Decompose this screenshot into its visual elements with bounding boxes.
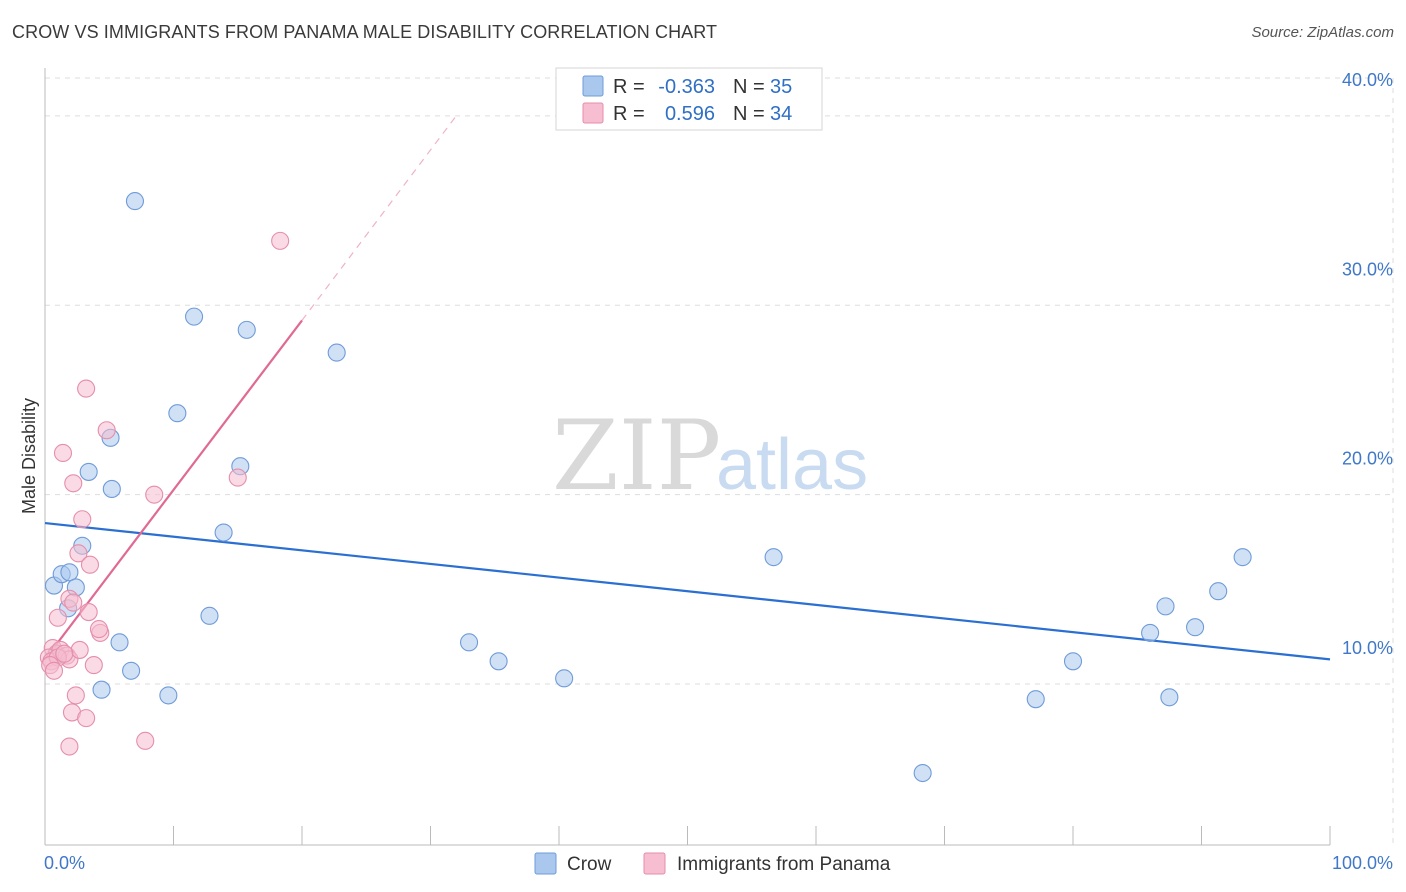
y-axis-title: Male Disability (19, 398, 39, 514)
bottom-legend: Crow Immigrants from Panama (534, 852, 891, 875)
legend-r-label-panama: R = (613, 103, 645, 125)
panama-point-3 (53, 443, 73, 463)
crow-point-2 (237, 320, 256, 339)
panama-point-8 (69, 544, 88, 563)
crow-point-16 (200, 606, 219, 625)
panama-point-1 (77, 379, 96, 398)
panama-point-12 (79, 603, 98, 622)
bottom-legend-label-panama: Immigrants from Panama (677, 854, 891, 875)
panama-point-2 (97, 421, 116, 440)
panama-point-27 (70, 640, 89, 659)
series-crow-points (44, 192, 1252, 783)
crow-point-26 (1026, 690, 1045, 709)
trend-line-panama-extension (301, 115, 457, 321)
bottom-legend-swatch-crow (534, 852, 557, 875)
crow-point-28 (1141, 623, 1160, 642)
panama-point-32 (136, 731, 155, 750)
crow-point-23 (555, 669, 574, 688)
panama-point-26 (44, 661, 64, 680)
legend-r-value-panama: 0.596 (665, 103, 715, 125)
panama-point-9 (80, 555, 100, 574)
panama-point-7 (73, 510, 92, 529)
panama-point-33 (55, 644, 74, 663)
crow-point-33 (1233, 548, 1252, 567)
panama-point-5 (64, 474, 83, 493)
panama-point-13 (48, 608, 67, 627)
chart-title: CROW VS IMMIGRANTS FROM PANAMA MALE DISA… (12, 22, 718, 42)
panama-point-4 (228, 468, 247, 487)
source-label: Source: ZipAtlas.com (1251, 24, 1394, 41)
watermark: ZIP atlas (552, 400, 868, 512)
crow-point-29 (1156, 597, 1175, 616)
panama-point-0 (271, 231, 290, 250)
trend-lines (44, 115, 1331, 661)
panama-point-11 (64, 593, 83, 612)
crow-point-20 (159, 686, 178, 705)
bottom-legend-label-crow: Crow (567, 854, 612, 875)
crow-point-32 (1209, 582, 1228, 601)
legend-swatch-panama (582, 102, 604, 124)
x-tick-label-1: 100.0% (1332, 853, 1393, 873)
legend-n-value-crow: 35 (770, 76, 792, 98)
trend-line-crow (44, 521, 1331, 661)
axes: 10.0% 20.0% 30.0% 40.0% 0.0% 100.0% (44, 68, 1393, 873)
crow-point-31 (1186, 618, 1205, 637)
crow-point-27 (1063, 652, 1083, 671)
crow-point-3 (327, 343, 346, 362)
panama-point-25 (84, 656, 103, 675)
legend-r-value-crow: -0.363 (658, 76, 715, 98)
panama-point-31 (60, 737, 79, 756)
y-tick-label-3: 40.0% (1342, 70, 1393, 90)
crow-point-30 (1160, 688, 1179, 707)
crow-point-22 (489, 652, 508, 671)
x-tick-label-0: 0.0% (44, 853, 85, 873)
panama-point-28 (66, 686, 85, 705)
legend-r-label-crow: R = (613, 76, 645, 98)
crow-point-19 (92, 680, 111, 699)
crow-point-9 (214, 523, 233, 542)
crow-point-18 (122, 661, 141, 680)
series-panama-points (39, 231, 290, 756)
watermark-atlas: atlas (716, 425, 868, 505)
panama-point-30 (77, 709, 96, 728)
legend-n-value-panama: 34 (770, 103, 792, 125)
crow-point-0 (125, 192, 144, 211)
legend-n-label-panama: N = (733, 103, 765, 125)
gridlines (45, 77, 1394, 845)
bottom-legend-swatch-panama (643, 852, 666, 875)
legend-swatch-crow (582, 75, 604, 97)
panama-point-6 (145, 485, 164, 504)
legend: R = -0.363 N = 35 R = 0.596 N = 34 (555, 67, 823, 131)
y-tick-label-0: 10.0% (1342, 638, 1393, 658)
crow-point-7 (79, 462, 98, 481)
crow-point-4 (168, 404, 187, 423)
crow-point-24 (764, 548, 783, 567)
y-tick-label-2: 30.0% (1342, 259, 1393, 279)
crow-point-1 (185, 307, 204, 326)
crow-point-25 (913, 763, 932, 783)
watermark-zip: ZIP (552, 400, 721, 512)
panama-point-15 (89, 620, 109, 639)
legend-n-label-crow: N = (733, 76, 765, 98)
crow-point-13 (60, 563, 79, 582)
crow-point-21 (459, 633, 479, 652)
y-tick-label-1: 20.0% (1342, 449, 1393, 469)
crow-point-17 (110, 633, 129, 652)
trend-line-panama (44, 319, 303, 661)
crow-point-8 (102, 479, 121, 499)
